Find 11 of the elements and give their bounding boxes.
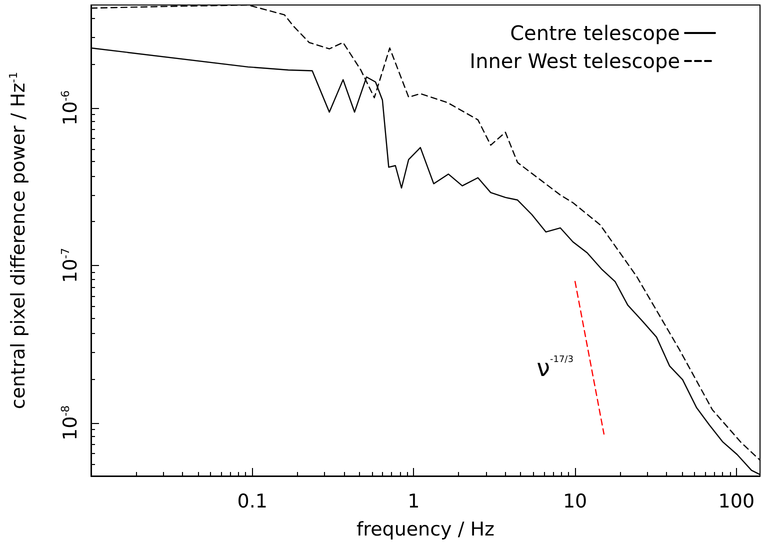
legend-label: Centre telescope	[510, 21, 680, 45]
x-axis-title: frequency / Hz	[356, 518, 495, 540]
x-tick-label: 0.1	[237, 490, 268, 512]
x-tick-label: 100	[718, 490, 755, 512]
y-tick-label: 10-8	[59, 405, 82, 440]
x-tick-label: 1	[408, 490, 420, 512]
y-tick-label: 10-6	[59, 90, 82, 126]
y-axis-title: central pixel difference power / Hz-1	[7, 72, 30, 410]
legend-label: Inner West telescope	[470, 49, 680, 73]
y-tick-label: 10-7	[59, 248, 82, 283]
x-tick-label: 10	[562, 490, 588, 512]
